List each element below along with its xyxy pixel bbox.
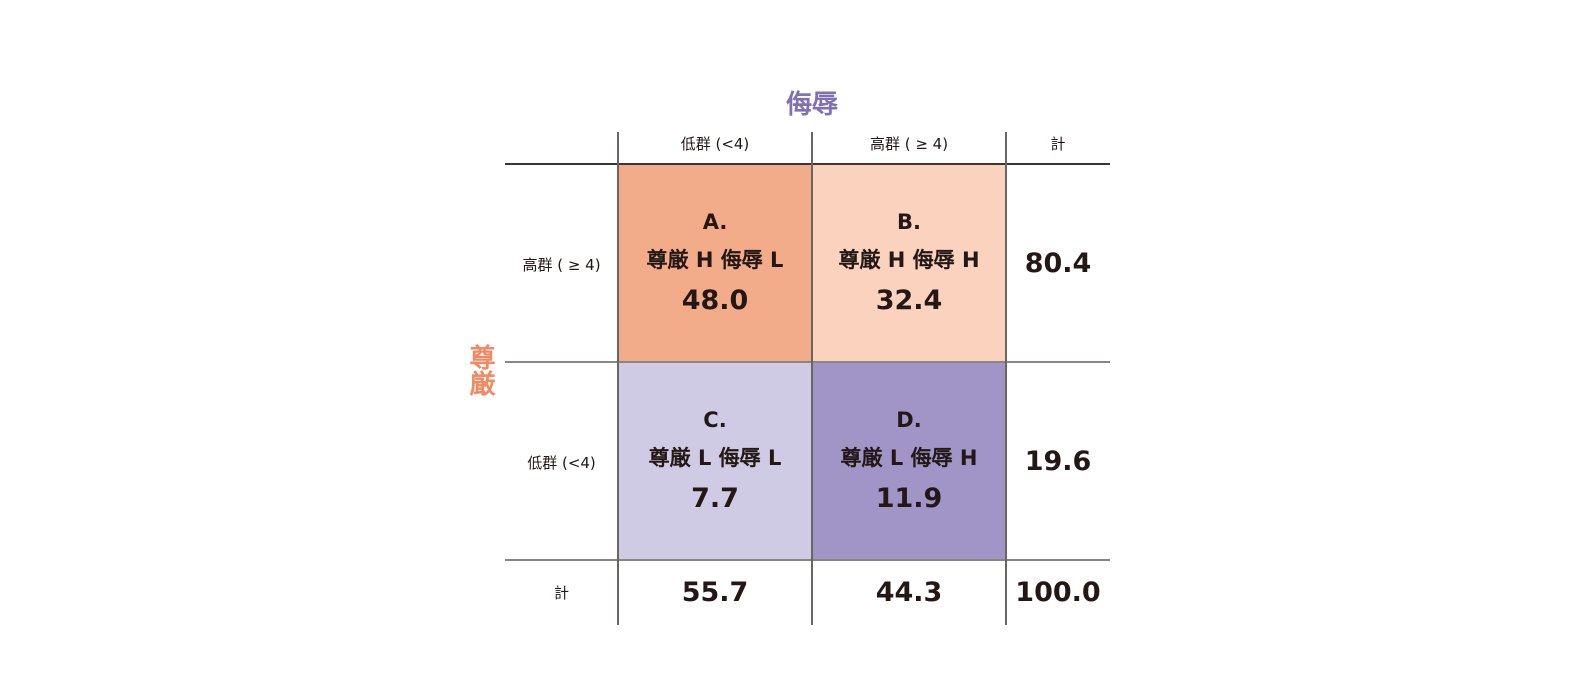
cell-b: B. 尊厳 H 侮辱 H 32.4 xyxy=(812,164,1006,362)
column-divider xyxy=(1005,132,1007,625)
row-header-low: 低群 (<4) xyxy=(527,454,596,472)
column-header-low: 低群 (<4) xyxy=(680,135,750,153)
column-header-total: 計 xyxy=(1050,135,1066,153)
column-divider xyxy=(617,132,619,625)
row-total-high: 80.4 xyxy=(1024,247,1092,279)
cell-letter: A. xyxy=(702,210,728,234)
cell-value: 7.7 xyxy=(691,483,739,514)
row-divider xyxy=(505,361,1110,363)
row-axis-title: 尊厳 xyxy=(465,344,495,396)
row-header-high: 高群 ( ≥ 4) xyxy=(522,256,601,274)
cell-desc: 尊厳 H 侮辱 L xyxy=(646,248,784,272)
row-total-low: 19.6 xyxy=(1024,445,1092,477)
cell-letter: D. xyxy=(896,408,922,432)
cell-c: C. 尊厳 L 侮辱 L 7.7 xyxy=(618,362,812,560)
header-divider xyxy=(505,163,1110,165)
column-divider xyxy=(811,132,813,625)
column-axis-title: 侮辱 xyxy=(785,90,838,120)
cell-value: 11.9 xyxy=(875,483,943,514)
cell-letter: B. xyxy=(897,210,921,234)
grand-total: 100.0 xyxy=(1015,577,1101,608)
cell-desc: 尊厳 L 侮辱 H xyxy=(840,446,978,470)
cell-value: 48.0 xyxy=(681,285,749,316)
row-header-total: 計 xyxy=(553,584,569,602)
cell-d: D. 尊厳 L 侮辱 H 11.9 xyxy=(812,362,1006,560)
total-divider xyxy=(505,559,1110,561)
cell-a: A. 尊厳 H 侮辱 L 48.0 xyxy=(618,164,812,362)
cell-letter: C. xyxy=(703,408,727,432)
col-total-high: 44.3 xyxy=(875,577,943,608)
col-total-low: 55.7 xyxy=(681,577,749,608)
cell-desc: 尊厳 H 侮辱 H xyxy=(838,248,980,272)
cell-desc: 尊厳 L 侮辱 L xyxy=(648,446,782,470)
column-header-high: 高群 ( ≥ 4) xyxy=(869,135,949,153)
cell-value: 32.4 xyxy=(875,285,943,316)
